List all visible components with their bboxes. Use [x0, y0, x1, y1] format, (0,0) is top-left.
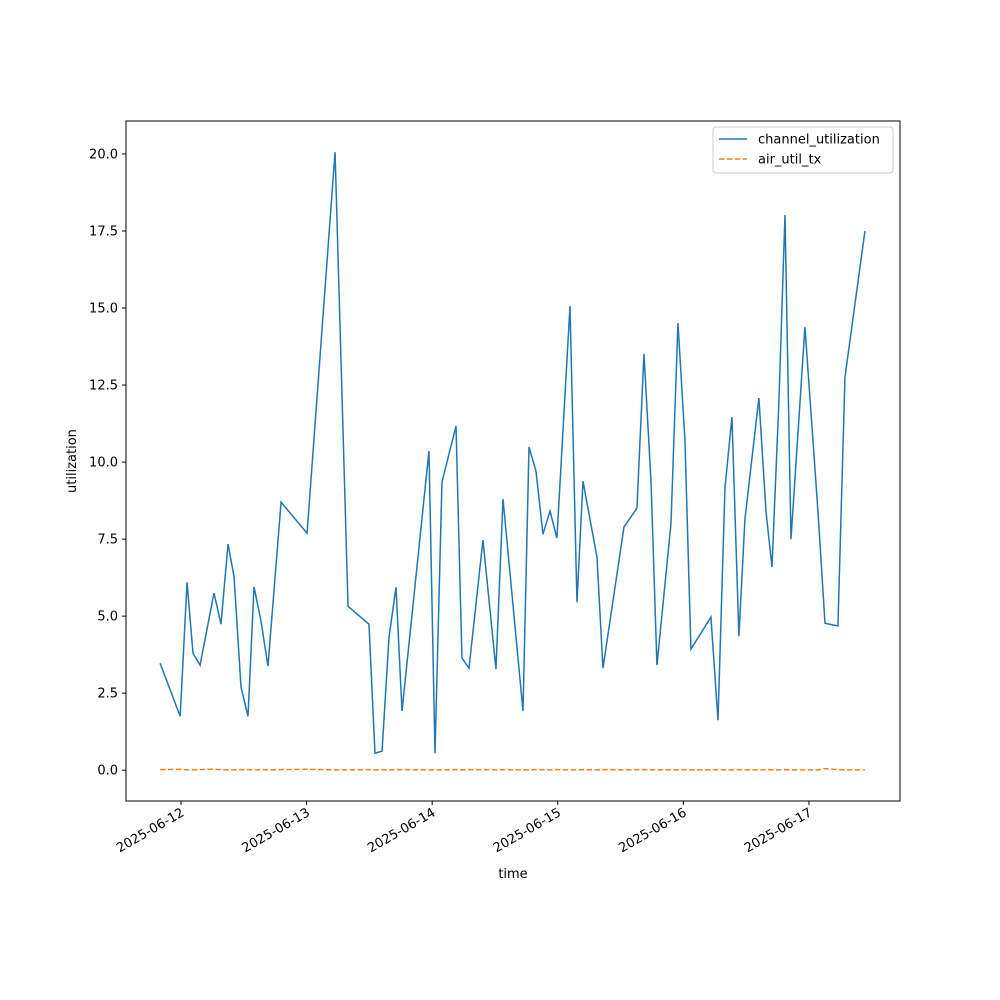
series-line	[160, 767, 865, 771]
y-tick-label: 5.0	[97, 610, 118, 625]
x-axis-label: time	[498, 867, 527, 882]
axes-frame	[125, 120, 901, 802]
y-tick-label: 20.0	[89, 147, 118, 162]
x-tick-label: 2025-06-15	[491, 805, 564, 856]
y-tick-label: 12.5	[89, 379, 118, 394]
x-tick-label: 2025-06-12	[114, 805, 187, 856]
legend: channel_utilization air_util_tx	[712, 126, 894, 174]
y-tick-label: 15.0	[89, 302, 118, 317]
series-line	[159, 152, 866, 755]
y-tick-label: 0.0	[97, 764, 118, 779]
y-tick-label: 7.5	[97, 533, 118, 548]
x-tick-label: 2025-06-13	[240, 805, 313, 856]
y-tick-label: 2.5	[97, 687, 118, 702]
y-axis-label: utilization	[65, 429, 80, 493]
x-tick-label: 2025-06-16	[616, 805, 689, 856]
legend-label: channel_utilization	[758, 133, 880, 148]
x-tick-label: 2025-06-14	[365, 805, 438, 856]
x-tick-label: 2025-06-17	[742, 805, 815, 856]
legend-box	[712, 126, 894, 174]
y-tick-label: 10.0	[89, 456, 118, 471]
legend-label: air_util_tx	[758, 153, 822, 168]
y-tick-label: 17.5	[89, 224, 118, 239]
